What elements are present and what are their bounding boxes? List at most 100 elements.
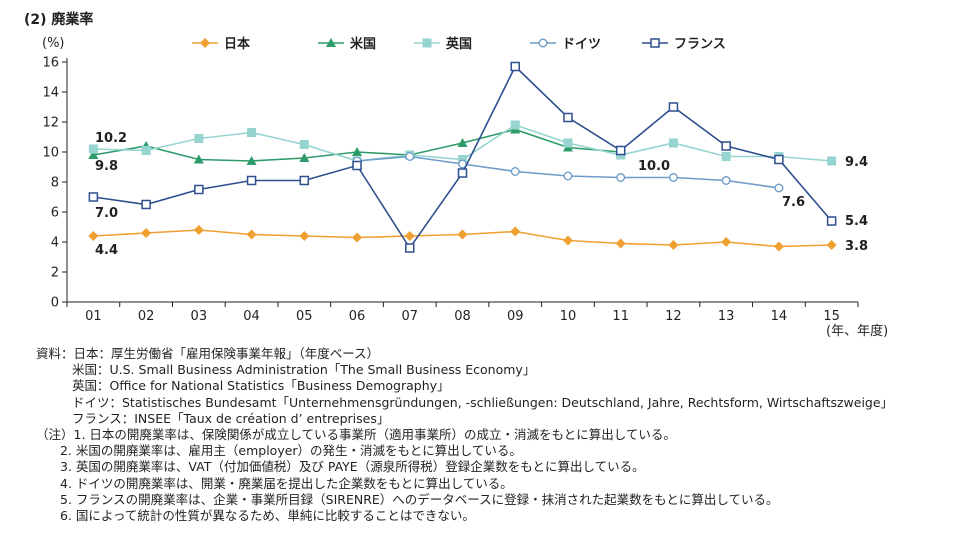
legend-label: 日本 xyxy=(224,36,250,52)
series-point-1 xyxy=(299,153,310,162)
source-line: 米国：U.S. Small Business Administration「Th… xyxy=(72,362,536,378)
source-line: 資料：日本：厚生労働省「雇用保険事業年報」（年度ベース） xyxy=(36,346,380,361)
series-point-2 xyxy=(247,128,257,137)
series-point-0 xyxy=(457,229,468,240)
series-point-4 xyxy=(299,175,310,186)
source-line: フランス：INSEE「Taux de création d’ entrepris… xyxy=(72,410,390,426)
series-point-0 xyxy=(510,226,521,237)
series-point-3 xyxy=(510,166,520,176)
series-point-4 xyxy=(615,145,626,156)
data-label: 5.4 xyxy=(845,214,868,229)
series-point-4 xyxy=(826,216,837,226)
x-tick-label: 09 xyxy=(507,309,524,324)
series-point-0 xyxy=(88,231,99,241)
series-point-0 xyxy=(826,240,837,250)
y-tick-label: 0 xyxy=(51,296,59,311)
data-label: 7.6 xyxy=(782,195,805,210)
x-tick-label: 10 xyxy=(560,309,577,324)
series-point-0 xyxy=(615,238,626,249)
series-point-2 xyxy=(721,152,731,161)
x-tick-label: 01 xyxy=(85,309,102,324)
series-point-0 xyxy=(246,229,257,240)
series-point-4 xyxy=(141,199,151,210)
x-tick-label: 15 xyxy=(823,309,840,324)
legend-marker xyxy=(650,38,660,48)
series-point-4 xyxy=(194,184,204,195)
series-point-1 xyxy=(457,138,468,147)
series-point-0 xyxy=(352,232,363,243)
data-label: 10.2 xyxy=(95,131,127,146)
series-point-2 xyxy=(510,120,520,130)
y-tick-label: 6 xyxy=(51,206,59,221)
footnote-line: 6. 国によって統計の性質が異なるため、単純に比較することはできない。 xyxy=(60,507,475,523)
legend-label: 米国 xyxy=(350,36,376,52)
series-point-3 xyxy=(721,175,731,185)
legend-label: フランス xyxy=(674,37,726,52)
x-tick-label: 12 xyxy=(665,309,682,324)
series-point-0 xyxy=(668,240,679,250)
y-tick-label: 8 xyxy=(51,176,59,191)
x-tick-label: 03 xyxy=(191,309,208,324)
series-point-0 xyxy=(721,237,732,247)
x-tick-label: 11 xyxy=(612,309,629,324)
notes-block: 資料：日本：厚生労働省「雇用保険事業年報」（年度ベース） 米国：U.S. Sma… xyxy=(36,346,893,524)
data-label: 3.8 xyxy=(845,239,868,254)
chart-title: (2) 廃業率 xyxy=(24,12,94,28)
y-tick-label: 4 xyxy=(51,236,59,251)
series-point-0 xyxy=(193,225,204,235)
x-tick-label: 13 xyxy=(718,309,735,324)
series-point-4 xyxy=(721,141,731,151)
data-label: 4.4 xyxy=(95,243,118,258)
series-point-4 xyxy=(668,102,679,112)
series-point-2 xyxy=(194,134,204,143)
legend-marker xyxy=(326,38,336,47)
legend-marker xyxy=(422,38,432,48)
series-point-2 xyxy=(88,144,98,154)
series-point-0 xyxy=(299,231,310,241)
x-tick-label: 14 xyxy=(771,309,788,324)
y-axis-label: (%) xyxy=(42,36,65,51)
series-point-3 xyxy=(405,151,415,161)
legend-label: ドイツ xyxy=(562,37,601,52)
x-tick-label: 04 xyxy=(243,309,260,324)
source-line: ドイツ：Statistisches Bundesamt「Unternehmens… xyxy=(72,394,894,410)
data-label: 9.8 xyxy=(95,159,118,174)
x-axis-label: (年、年度) xyxy=(826,323,888,339)
series-point-3 xyxy=(668,172,678,182)
series-point-1 xyxy=(88,150,99,159)
series-point-1 xyxy=(246,156,257,165)
series-point-0 xyxy=(141,228,152,238)
series-point-0 xyxy=(773,241,784,252)
series-point-4 xyxy=(88,192,99,202)
footnote-line: 2. 米国の開廃業率は、雇用主（employer）の発生・消滅をもとに算出してい… xyxy=(60,443,522,459)
data-label: 7.0 xyxy=(95,206,118,221)
series-point-4 xyxy=(563,112,573,123)
y-tick-label: 14 xyxy=(42,86,59,101)
series-point-0 xyxy=(562,235,573,246)
series-point-2 xyxy=(141,146,151,155)
series-point-1 xyxy=(352,147,363,156)
series-point-2 xyxy=(299,140,309,149)
y-tick-label: 2 xyxy=(51,266,59,281)
legend-label: 英国 xyxy=(445,36,472,52)
series-point-0 xyxy=(404,231,415,241)
footnote-line: 5. フランスの開廃業率は、企業・事業所目録（SIRENRE）へのデータベースに… xyxy=(60,491,779,507)
x-tick-label: 02 xyxy=(138,309,155,324)
data-label: 10.0 xyxy=(638,159,670,174)
legend-marker xyxy=(538,38,548,48)
source-line: 英国：Office for National Statistics「Busine… xyxy=(72,378,450,394)
series-point-3 xyxy=(563,171,573,181)
y-tick-label: 12 xyxy=(42,116,59,131)
series-point-4 xyxy=(510,61,520,72)
series-point-4 xyxy=(246,175,257,186)
series-point-3 xyxy=(616,172,626,182)
series-point-1 xyxy=(193,154,204,164)
series-point-2 xyxy=(827,156,837,166)
series-point-4 xyxy=(457,168,468,178)
footnote-line: 3. 英国の開廃業率は、VAT（付加価値税）及び PAYE（源泉所得税）登録企業… xyxy=(60,459,645,475)
footnote-line: （注）1. 日本の開廃業率は、保険関係が成立している事業所（適用事業所）の成立・… xyxy=(36,426,676,442)
series-point-2 xyxy=(668,138,678,148)
series-point-4 xyxy=(352,160,362,171)
series-point-4 xyxy=(774,154,784,165)
x-tick-label: 07 xyxy=(401,309,418,324)
